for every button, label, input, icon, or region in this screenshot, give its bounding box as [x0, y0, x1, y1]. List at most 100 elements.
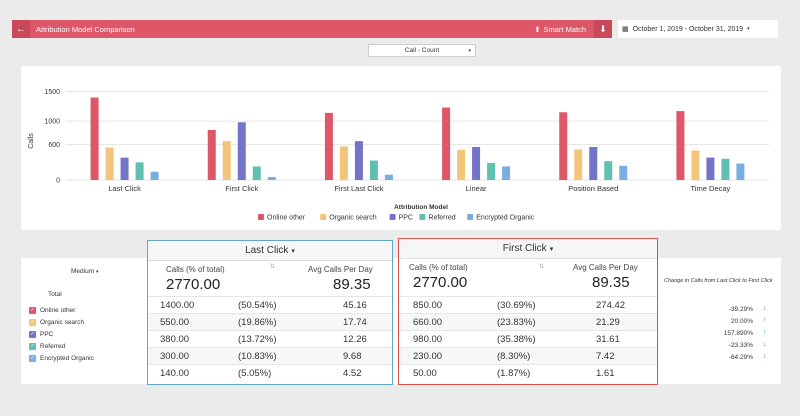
sort-icon[interactable]: ⇅ — [270, 264, 276, 270]
calendar-icon: ▦ — [622, 26, 629, 33]
bar — [237, 122, 246, 180]
calls-column-header: Calls (% of total) — [166, 265, 225, 274]
smart-match-label: Smart Match — [543, 24, 586, 34]
back-arrow-icon[interactable]: ← — [12, 20, 30, 38]
avg-value: 1.61 — [596, 368, 615, 379]
first-click-panel: First Click ▾ Calls (% of total) ⇅ Avg C… — [398, 238, 658, 385]
checkbox-icon[interactable]: ✓ — [29, 306, 36, 314]
bar — [736, 163, 745, 180]
first-click-title: First Click — [502, 243, 547, 254]
total-calls: 2770.00 — [166, 276, 221, 293]
last-click-title: Last Click — [245, 245, 289, 256]
checkbox-icon[interactable]: ✓ — [29, 330, 36, 338]
x-axis-label: Attribution Model — [394, 204, 448, 211]
x-tick-label: First Click — [225, 184, 258, 193]
bar — [691, 150, 700, 180]
calls-value: 660.00 — [413, 317, 443, 328]
table-row: ✓ Organic search — [29, 316, 84, 328]
smart-match-button[interactable]: ⬆ Smart Match — [534, 25, 586, 34]
avg-value: 31.61 — [596, 334, 620, 345]
legend-swatch — [419, 214, 426, 220]
avg-value: 9.68 — [343, 351, 362, 362]
avg-value: 17.74 — [343, 317, 367, 328]
change-value: -39.29% — [728, 306, 753, 313]
avg-column-header: Avg Calls Per Day — [308, 265, 373, 274]
percent-value: (5.05%) — [238, 368, 272, 379]
calls-value: 980.00 — [413, 334, 443, 345]
download-icon[interactable]: ⬇ — [594, 20, 612, 38]
bar — [324, 112, 333, 180]
bar — [222, 141, 231, 180]
bar — [384, 174, 393, 180]
table-row: 300.00 (10.83%) 9.68 — [148, 347, 392, 364]
bar — [207, 129, 216, 180]
sort-icon[interactable]: ⇅ — [539, 264, 545, 270]
chevron-down-icon: ▾ — [468, 47, 471, 54]
percent-value: (30.69%) — [497, 300, 536, 311]
bar — [354, 141, 363, 180]
legend-label: PPC — [399, 215, 413, 222]
last-click-dropdown[interactable]: Last Click ▾ — [148, 241, 392, 261]
bar — [150, 171, 159, 180]
avg-value: 45.16 — [343, 300, 367, 311]
first-click-dropdown[interactable]: First Click ▾ — [399, 239, 657, 259]
x-tick-label: Position Based — [568, 184, 618, 193]
checkbox-icon[interactable]: ✓ — [29, 354, 36, 362]
legend-label: Online other — [267, 215, 306, 222]
arrow-down-icon: ↓ — [763, 305, 767, 312]
checkbox-icon[interactable]: ✓ — [29, 342, 36, 350]
table-row: 1400.00 (50.54%) 45.16 — [148, 296, 392, 313]
chevron-down-icon: ▾ — [95, 269, 99, 275]
table-row: 230.00 (8.30%) 7.42 — [399, 347, 657, 364]
percent-value: (50.54%) — [238, 300, 277, 311]
chevron-down-icon: ▾ — [549, 245, 554, 253]
table-row: ✓ Online other — [29, 304, 75, 316]
total-avg-calls: 89.35 — [592, 274, 630, 291]
percent-value: (19.86%) — [238, 317, 277, 328]
y-tick-label: 600 — [48, 142, 60, 149]
legend-swatch — [320, 214, 327, 220]
bar — [369, 160, 378, 180]
bar — [487, 162, 496, 180]
table-row: 550.00 (19.86%) 17.74 — [148, 313, 392, 330]
bar — [676, 111, 685, 180]
arrow-down-icon: ↓ — [763, 341, 767, 348]
avg-value: 4.52 — [343, 368, 362, 379]
calls-value: 1400.00 — [160, 300, 195, 311]
x-tick-label: First Last Click — [334, 184, 383, 193]
change-value: 157.890% — [723, 330, 753, 337]
page-title: Attribution Model Comparison — [36, 24, 135, 34]
bar — [502, 166, 511, 180]
change-column-header: Change in Calls from Last Click to First… — [664, 278, 773, 284]
bar — [442, 107, 451, 180]
metric-select[interactable]: Call - Count ▾ — [368, 44, 476, 57]
bar — [472, 147, 481, 180]
date-range-label: October 1, 2019 - October 31, 2019 — [632, 25, 744, 33]
bar — [457, 149, 466, 180]
date-range-picker[interactable]: ▦ October 1, 2019 - October 31, 2019 ▾ — [618, 20, 778, 38]
chart-card: 0 600 1000 1500 Calls Last Click First Click Fi… — [21, 66, 781, 230]
arrow-down-icon: ↓ — [763, 353, 767, 360]
total-calls: 2770.00 — [413, 274, 468, 291]
avg-column-header: Avg Calls Per Day — [573, 263, 638, 272]
chevron-down-icon: ▾ — [291, 247, 295, 255]
change-value: -64.29% — [728, 354, 753, 361]
calls-value: 230.00 — [413, 351, 443, 362]
table-row: 380.00 (13.72%) 12.26 — [148, 330, 392, 347]
bar — [135, 162, 144, 180]
arrow-up-icon: ↑ — [763, 317, 767, 324]
bar — [120, 157, 129, 180]
table-row: 50.00 (1.87%) 1.61 — [399, 364, 657, 381]
medium-label: Organic search — [40, 318, 85, 326]
legend-label: Encrypted Organic — [476, 215, 534, 222]
x-tick-label: Linear — [466, 184, 487, 193]
medium-column-header[interactable]: Medium ▾ — [71, 268, 99, 275]
x-tick-label: Last Click — [108, 184, 141, 193]
percent-value: (35.38%) — [497, 334, 536, 345]
bar — [105, 147, 114, 180]
checkbox-icon[interactable]: ✓ — [29, 318, 36, 326]
header-bar: ← Attribution Model Comparison ⬆ Smart M… — [12, 20, 612, 38]
bar — [706, 157, 715, 180]
y-tick-label: 1500 — [44, 89, 60, 96]
table-row: 980.00 (35.38%) 31.61 — [399, 330, 657, 347]
